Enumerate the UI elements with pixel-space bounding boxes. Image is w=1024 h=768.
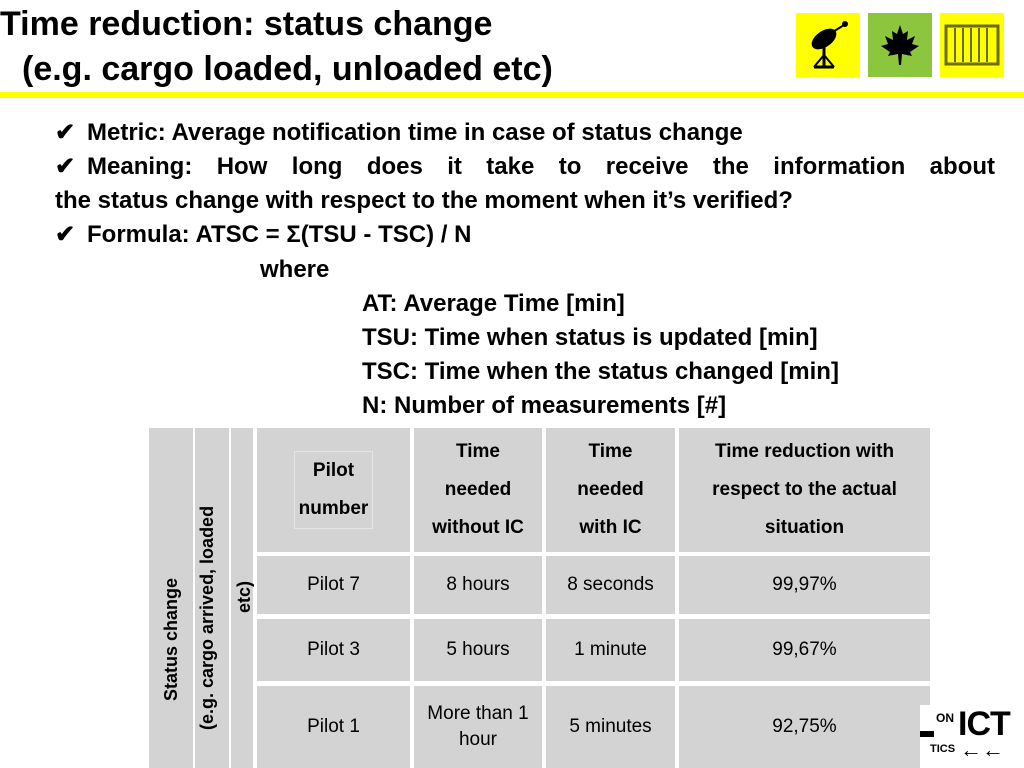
row-label-example: (e.g. cargo arrived, loaded (197, 505, 217, 730)
page-title: Time reduction: status change (e.g. carg… (0, 2, 780, 92)
title-line-2: (e.g. cargo loaded, unloaded etc) (22, 50, 553, 88)
table-row-3-reduction: 92,75% (679, 686, 930, 768)
table-row-2-reduction: 99,67% (679, 619, 930, 681)
row-label-col-1 (149, 428, 193, 768)
definition-at: AT: Average Time [min] (362, 290, 625, 317)
row-label-etc: etc) (234, 580, 254, 613)
checkmark-icon: ✔ (55, 153, 76, 180)
title-divider (0, 92, 1024, 98)
arrow-left-icon: ←← (960, 737, 1004, 762)
header-time-reduction: Time reduction with respect to the actual… (679, 428, 930, 552)
row-label-col-3 (231, 428, 253, 768)
definition-tsc: TSC: Time when the status changed [min] (362, 358, 839, 385)
table-row-1-reduction: 99,97% (679, 556, 930, 614)
row-label-status-change: Status change (161, 577, 181, 701)
table-row-1-pilot: Pilot 7 (257, 556, 410, 614)
results-table: Status change (e.g. cargo arrived, loade… (149, 428, 930, 768)
title-line-1: Time reduction: status change (0, 5, 493, 43)
row-label-col-2 (195, 428, 229, 768)
header-time-with-ic: Time needed with IC (546, 428, 675, 552)
definition-tsu: TSU: Time when status is updated [min] (362, 324, 818, 351)
table-row-3-with: 5 minutes (546, 686, 675, 768)
table-row-3-pilot: Pilot 1 (257, 686, 410, 768)
header-pilot-number: Pilot number (257, 428, 410, 552)
maple-leaf-icon (868, 13, 932, 77)
table-row-1-without: 8 hours (414, 556, 542, 614)
logo-strip (796, 13, 1004, 77)
bullet-formula: ✔ Formula: ATSC = Σ(TSU - TSC) / N (55, 218, 995, 252)
footer-logo: ON ICT TICS ←← (920, 705, 1024, 768)
bullet-list: ✔ Metric: Average notification time in ca… (55, 116, 995, 252)
checkmark-icon: ✔ (55, 119, 76, 146)
satellite-dish-icon (796, 13, 860, 77)
logo-tics-text: TICS (930, 743, 956, 755)
logo-bar (920, 731, 934, 737)
where-label: where (260, 256, 330, 283)
definition-n: N: Number of measurements [#] (362, 392, 727, 419)
logo-ict-text: ICT (958, 705, 1011, 743)
shipping-container-icon (940, 13, 1004, 77)
bullet-meaning-line-2: the status change with respect to the mo… (55, 187, 793, 214)
table-row-2-without: 5 hours (414, 619, 542, 681)
header-time-without-ic: Time needed without IC (414, 428, 542, 552)
checkmark-icon: ✔ (55, 221, 76, 248)
table-row-1-with: 8 seconds (546, 556, 675, 614)
bullet-metric: ✔ Metric: Average notification time in ca… (55, 116, 995, 150)
table-row-2-with: 1 minute (546, 619, 675, 681)
logo-on-text: ON (936, 711, 954, 725)
table-row-3-without: More than 1 hour (414, 686, 542, 768)
table-row-2-pilot: Pilot 3 (257, 619, 410, 681)
definition-list: AT: Average Time [min] TSU: Time when st… (362, 287, 839, 423)
bullet-meaning-line-1: ✔ Meaning: How long does it take to recei… (55, 150, 995, 184)
